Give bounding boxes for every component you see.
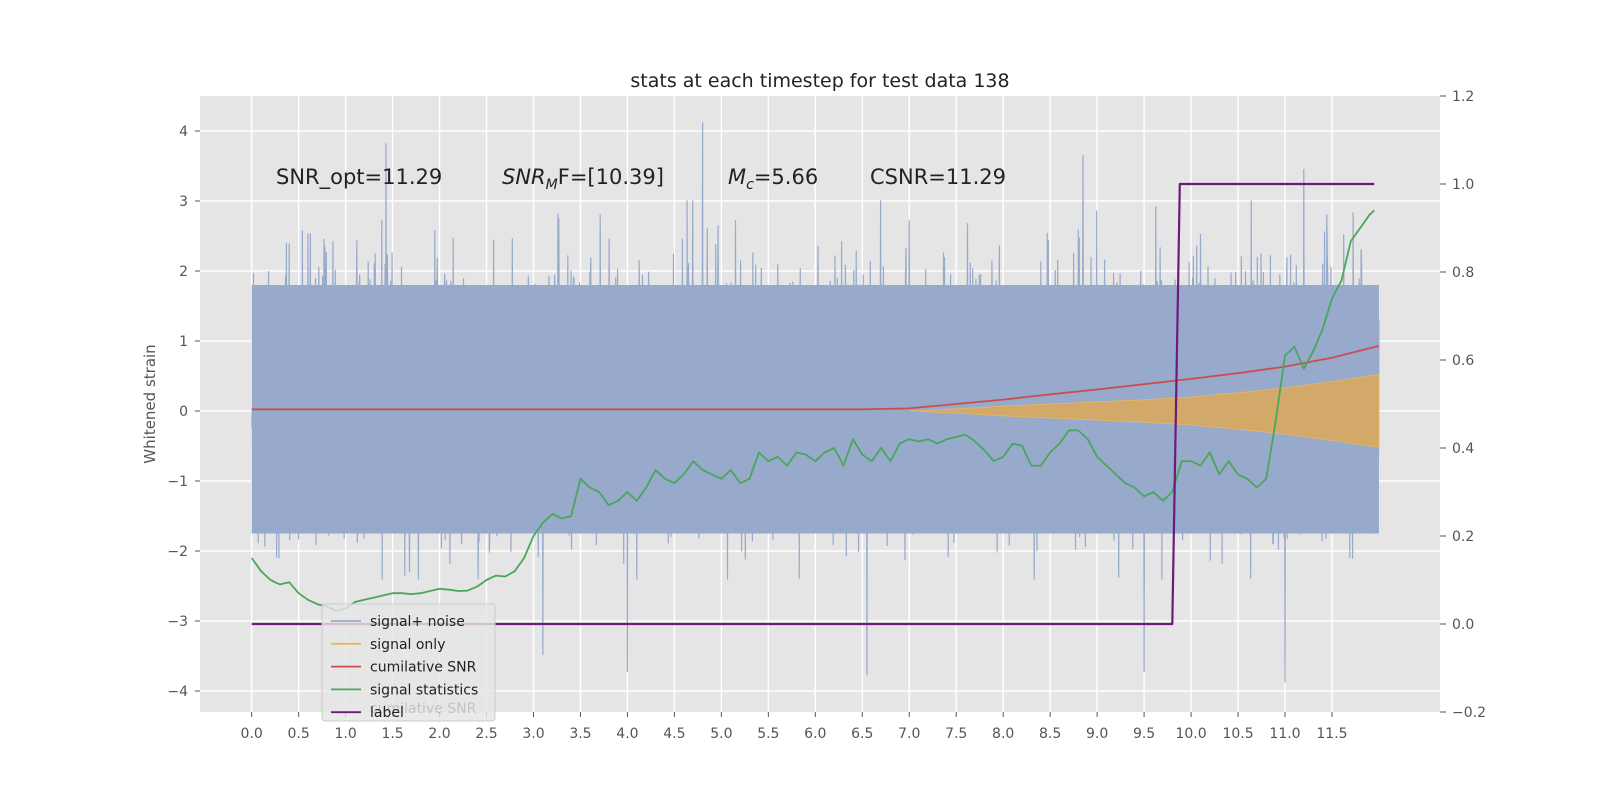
y2-tick-label: 0.4 [1452,441,1474,457]
x-tick-label: 3.5 [569,726,591,742]
y-tick-label: 1 [179,334,188,350]
x-tick-label: 2.0 [428,726,450,742]
y-axis-label: Whitened strain [141,344,159,463]
x-tick-label: 6.5 [851,726,873,742]
y-axis-left: 4 3 2 1 0 −1 −2 −3 −4 [167,124,200,700]
x-axis: 0.0 0.5 1.0 1.5 2.0 2.5 3.0 3.5 4.0 4.5 5.0 5.5 6.0 6… [241,712,1348,742]
annotation-snr-opt: SNR_opt=11.29 [276,165,442,190]
x-tick-label: 8.0 [992,726,1014,742]
annotation-mc: Mc=5.66 [728,165,818,193]
annotation-mc-value: =5.66 [754,165,818,189]
x-tick-label: 3.0 [522,726,544,742]
y-tick-label: −3 [167,614,188,630]
legend-label: signal only [370,637,445,653]
y-tick-label: 3 [179,194,188,210]
x-tick-label: 7.0 [898,726,920,742]
y2-tick-label: 0.2 [1452,529,1474,545]
legend-item-signal-statistics: signal statistics [331,682,478,698]
legend-label: cumilative SNR [370,660,477,676]
y2-tick-label: −0.2 [1452,705,1486,721]
legend-item-signal-plus-noise: signal+ noise [331,614,465,630]
cumulative-snr-line [251,345,1380,411]
y-tick-label: −2 [167,544,188,560]
annotation-csnr-text: CSNR=11.29 [870,165,1006,189]
y-tick-label: 2 [179,264,188,280]
x-tick-label: 2.5 [475,726,497,742]
y2-tick-label: 0.0 [1452,617,1474,633]
x-tick-label: 1.0 [334,726,356,742]
annotation-snr-mf-main: SNR [502,165,546,189]
signal-statistics-line [250,209,1375,612]
x-tick-label: 4.5 [663,726,685,742]
y-tick-label: 0 [179,404,188,420]
x-tick-label: 4.0 [616,726,638,742]
signal-only-series [909,374,1380,448]
x-tick-label: 5.5 [757,726,779,742]
legend-ghost-text: cumilative SNR [370,701,477,717]
x-tick-label: 11.5 [1316,726,1347,742]
annotation-snr-mf-value: F=[10.39] [558,165,664,189]
legend-item-label: label [331,705,404,721]
y2-tick-label: 1.2 [1452,89,1474,105]
annotation-mc-sub: c [746,177,754,193]
label-line [251,182,1375,626]
annotations: SNR_opt=11.29 SNRMF=[10.39] Mc=5.66 CSNR… [276,165,1006,193]
x-tick-label: 1.5 [381,726,403,742]
y-tick-label: −1 [167,474,188,490]
x-tick-label: 0.5 [288,726,310,742]
x-tick-label: 5.0 [710,726,732,742]
legend-label: signal statistics [370,682,478,698]
annotation-snr-opt-text: SNR_opt=11.29 [276,165,442,190]
legend-box [321,603,496,722]
legend: cumilative SNR signal+ noise signal only c… [321,603,496,722]
y-axis-right: 1.2 1.0 0.8 0.6 0.4 0.2 0.0 −0.2 [1440,89,1486,721]
x-tick-label: 10.0 [1175,726,1206,742]
y2-tick-label: 1.0 [1452,177,1474,193]
x-tick-label: 9.0 [1086,726,1108,742]
legend-label: signal+ noise [370,614,465,630]
x-tick-label: 11.0 [1269,726,1300,742]
x-tick-label: 8.5 [1039,726,1061,742]
annotation-mc-main: M [728,165,746,189]
y-tick-label: 4 [179,124,188,140]
x-tick-label: 10.5 [1222,726,1253,742]
y2-tick-label: 0.8 [1452,265,1474,281]
x-tick-label: 0.0 [241,726,263,742]
legend-item-cumulative-snr: cumilative SNR [331,660,477,676]
legend-item-signal-only: signal only [331,637,445,653]
annotation-csnr: CSNR=11.29 [870,165,1006,189]
y-tick-label: −4 [167,684,188,700]
annotation-snr-mf-sub: M [546,177,558,193]
legend-items: signal+ noise signal only cumilative SNR si… [331,614,478,721]
x-tick-label: 6.0 [804,726,826,742]
y2-tick-label: 0.6 [1452,353,1474,369]
legend-label: label [370,705,404,721]
x-tick-label: 7.5 [945,726,967,742]
annotation-snr-mf: SNRMF=[10.39] [502,165,664,193]
line-series [250,182,1380,626]
x-tick-label: 9.5 [1133,726,1155,742]
chart-title: stats at each timestep for test data 138 [630,70,1009,92]
signal-only-envelope [909,374,1380,448]
